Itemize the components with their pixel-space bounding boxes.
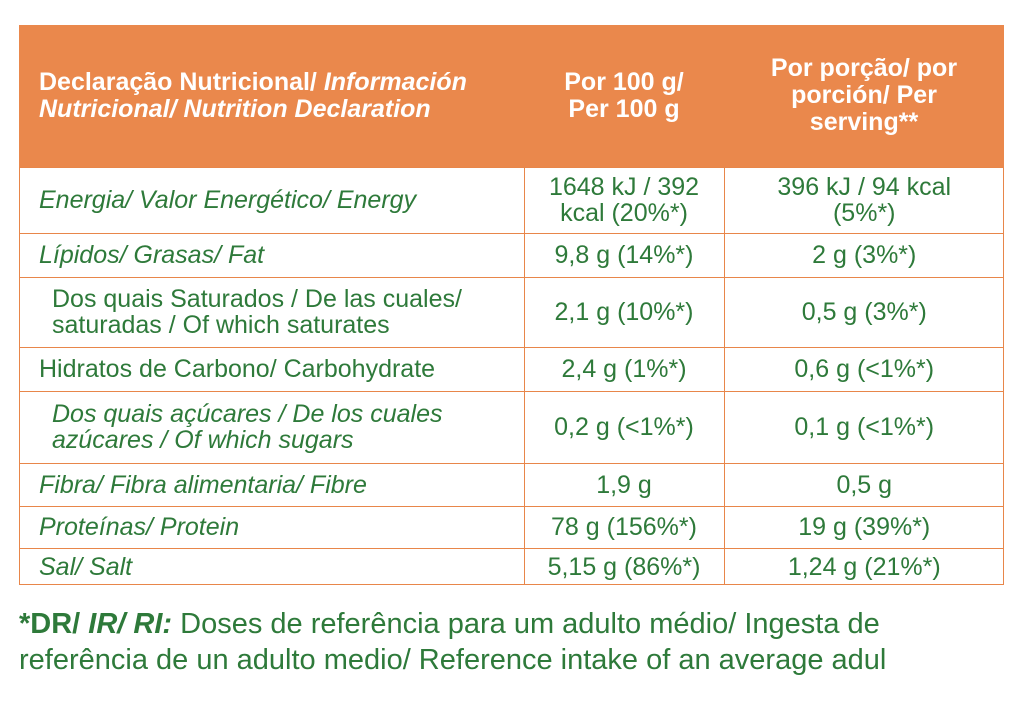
header-declaration: Declaração Nutricional/ Información Nutr… bbox=[19, 25, 524, 167]
footnote-prefix-dr: *DR/ bbox=[19, 608, 81, 640]
row-salt: Sal/ Salt 5,15 g (86%*) 1,24 g (21%*) bbox=[19, 547, 1004, 585]
per100-value: 2,4 g (1%*) bbox=[523, 346, 724, 391]
row-saturates: Dos quais Saturados / De las cuales/satu… bbox=[19, 276, 1004, 347]
serving-value: 396 kJ / 94 kcal (5%*) bbox=[723, 166, 1004, 233]
serving-value: 0,6 g (<1%*) bbox=[723, 346, 1004, 391]
footnote: *DR/ IR/ RI: Doses de referência para um… bbox=[19, 606, 1004, 678]
row-carbohydrate: Hidratos de Carbono/ Carbohydrate 2,4 g … bbox=[19, 346, 1004, 391]
row-label: Dos quais Saturados / De las cuales/satu… bbox=[19, 276, 524, 347]
row-fibre: Fibra/ Fibra alimentaria/ Fibre 1,9 g 0,… bbox=[19, 462, 1004, 506]
row-label-line2: azúcares / Of which sugars bbox=[52, 426, 354, 454]
row-label: Proteínas/ Protein bbox=[19, 505, 524, 548]
serving-value-line1: 396 kJ / 94 kcal bbox=[777, 173, 952, 201]
row-label: Fibra/ Fibra alimentaria/ Fibre bbox=[19, 462, 524, 506]
row-label-line1: Dos quais açúcares / De los cuales bbox=[52, 400, 443, 428]
header-declaration-part2: Información bbox=[316, 67, 467, 96]
serving-value: 1,24 g (21%*) bbox=[723, 547, 1004, 585]
row-label: Energia/ Valor Energético/ Energy bbox=[19, 166, 524, 233]
header-declaration-part1: Declaração Nutricional/ bbox=[39, 67, 317, 96]
header-per-100g: Por 100 g/ Per 100 g bbox=[524, 25, 724, 167]
per100-value: 0,2 g (<1%*) bbox=[523, 390, 724, 463]
serving-value: 19 g (39%*) bbox=[723, 505, 1004, 548]
footnote-prefix-ir-ri: IR/ RI: bbox=[80, 608, 173, 640]
row-label: Dos quais açúcares / De los cuales azúcar… bbox=[19, 390, 524, 463]
row-label-line1: Sal/ Salt bbox=[39, 552, 133, 581]
row-label-line2: saturadas / Of which saturates bbox=[52, 311, 390, 339]
row-label: Sal/ Salt bbox=[19, 547, 524, 585]
header-per-serving-line1: Por porção/ por bbox=[770, 54, 958, 83]
row-label: Hidratos de Carbono/ Carbohydrate bbox=[19, 346, 524, 391]
header-per-serving-line2: porción/ Per bbox=[791, 81, 937, 110]
per100-value: 9,8 g (14%*) bbox=[523, 232, 724, 277]
per100-value: 1,9 g bbox=[523, 462, 724, 506]
row-label-line1: Proteínas/ Protein bbox=[39, 513, 240, 541]
row-protein: Proteínas/ Protein 78 g (156%*) 19 g (39… bbox=[19, 505, 1004, 548]
row-label-line1: Fibra/ Fibra alimentaria/ Fibre bbox=[39, 470, 367, 499]
serving-value-line2: (5%*) bbox=[832, 199, 896, 227]
row-label-line1: Dos quais Saturados / De las cuales/ bbox=[52, 285, 462, 313]
header-per-serving: Por porção/ por porción/ Per serving** bbox=[724, 25, 1004, 167]
nutrition-table: Declaração Nutricional/ Información Nutr… bbox=[19, 25, 1004, 585]
footnote-text-line1: Doses de referência para um adulto médio… bbox=[172, 608, 880, 640]
row-fat: Lípidos/ Grasas/ Fat 9,8 g (14%*) 2 g (3… bbox=[19, 232, 1004, 277]
row-label: Lípidos/ Grasas/ Fat bbox=[19, 232, 524, 277]
row-energy: Energia/ Valor Energético/ Energy 1648 k… bbox=[19, 166, 1004, 233]
row-sugars: Dos quais açúcares / De los cuales azúcar… bbox=[19, 390, 1004, 463]
per100-value: 5,15 g (86%*) bbox=[523, 547, 724, 585]
header-declaration-part3: Nutricional/ Nutrition Declaration bbox=[39, 94, 431, 123]
per100-value: 1648 kJ / 392 kcal (20%*) bbox=[523, 166, 724, 233]
serving-value: 0,5 g bbox=[723, 462, 1004, 506]
serving-value: 2 g (3%*) bbox=[723, 232, 1004, 277]
footnote-text-line2: referência de un adulto medio/ Reference… bbox=[19, 644, 887, 676]
row-label-line1: Hidratos de Carbono/ Carbohydrate bbox=[39, 355, 436, 383]
header-per-serving-line3: serving** bbox=[809, 108, 919, 137]
per100-value-line2: kcal (20%*) bbox=[560, 199, 688, 227]
serving-value: 0,5 g (3%*) bbox=[723, 276, 1004, 347]
per100-value-line1: 1648 kJ / 392 bbox=[548, 173, 700, 201]
table-header-row: Declaração Nutricional/ Información Nutr… bbox=[19, 25, 1004, 167]
row-label-line1: Lípidos/ Grasas/ Fat bbox=[39, 241, 265, 269]
header-per-100g-line1: Por 100 g/ bbox=[564, 67, 684, 96]
serving-value: 0,1 g (<1%*) bbox=[723, 390, 1004, 463]
per100-value: 2,1 g (10%*) bbox=[523, 276, 724, 347]
row-label-line1: Energia/ Valor Energético/ Energy bbox=[39, 186, 417, 214]
per100-value: 78 g (156%*) bbox=[523, 505, 724, 548]
header-per-100g-line2: Per 100 g bbox=[568, 94, 680, 123]
